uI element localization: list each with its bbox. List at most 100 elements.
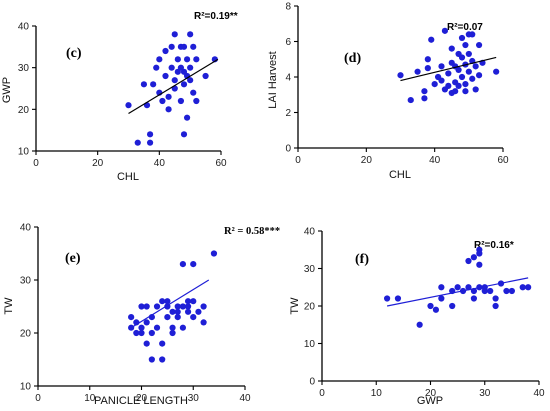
chart-0-data-point <box>146 139 154 146</box>
chart-2-data-point <box>190 314 197 321</box>
chart-3-data-point <box>427 302 434 310</box>
chart-0-data-point <box>146 131 154 138</box>
chart-0-data-point <box>190 89 197 96</box>
chart-1-data-point <box>469 75 476 82</box>
chart-3-data-point <box>438 284 445 291</box>
chart-1-data-point <box>472 63 479 70</box>
chart-1-data-point <box>458 73 466 81</box>
chart-3-data-point <box>492 302 499 310</box>
chart-2-r2-annotation: R² = 0.58*** <box>224 226 280 237</box>
chart-3-data-point <box>476 261 483 268</box>
chart-3-x-tick-label: 10 <box>371 388 383 399</box>
chart-3-x-tick-label: 20 <box>425 388 437 399</box>
chart-3-data-point <box>384 295 391 302</box>
chart-2-y-tick-label: 30 <box>20 276 32 287</box>
chart-2-data-point <box>153 324 161 331</box>
chart-0-y-tick-label: 40 <box>18 22 30 33</box>
chart-2-y-tick-label: 20 <box>20 329 32 340</box>
chart-1-data-point <box>424 65 431 72</box>
chart-2-x-tick-label: 0 <box>35 393 41 404</box>
chart-0-y-tick-label: 30 <box>18 63 30 74</box>
chart-3-y-tick-label: 40 <box>304 227 316 238</box>
chart-1-data-point <box>438 63 445 70</box>
chart-3-data-point <box>432 306 440 313</box>
chart-3-data-point <box>454 284 461 291</box>
chart-3-data-point <box>438 295 445 302</box>
chart-3-data-point <box>525 284 532 291</box>
chart-2-y-axis-title: TW <box>3 297 15 315</box>
chart-0-x-tick-label: 0 <box>33 158 39 169</box>
chart-1-data-point <box>438 77 445 84</box>
chart-1-data-point <box>462 88 469 95</box>
chart-0-data-point <box>177 97 185 105</box>
chart-1-data-point <box>465 68 472 75</box>
chart-1-data-point <box>458 54 466 61</box>
chart-1-x-tick-label: 0 <box>295 155 301 166</box>
chart-2-data-point <box>179 261 186 268</box>
chart-2-data-point <box>169 329 176 337</box>
chart-2-data-point <box>159 298 166 305</box>
chart-0-data-point <box>190 43 197 50</box>
chart-0-data-point <box>156 56 163 63</box>
chart-0-x-tick-label: 60 <box>215 158 227 169</box>
chart-2-data-point <box>138 303 145 310</box>
chart-2-data-point <box>169 308 176 315</box>
chart-2-data-point <box>200 319 207 326</box>
chart-0-data-point <box>134 139 141 146</box>
chart-1-x-tick-label: 20 <box>361 155 373 166</box>
chart-2-data-point <box>179 324 186 331</box>
chart-1-y-tick-label: 0 <box>285 144 291 155</box>
chart-0-x-tick-label: 40 <box>154 158 166 169</box>
chart-1-y-tick-label: 8 <box>285 2 291 13</box>
chart-3-y-axis-title: TW <box>289 297 301 315</box>
chart-1-data-point <box>445 82 452 89</box>
chart-1-data-point <box>431 81 438 88</box>
chart-1-x-tick-label: 40 <box>429 155 441 166</box>
chart-2-data-point <box>138 324 145 331</box>
chart-0-y-tick-label: 10 <box>18 147 30 158</box>
chart-1-r2-annotation: R²=0.07 <box>447 22 483 33</box>
chart-0-data-point <box>187 31 194 38</box>
chart-1-data-point <box>421 95 428 102</box>
chart-1-data-point <box>448 45 455 52</box>
chart-1-data-point <box>445 70 452 77</box>
chart-2-data-point <box>164 298 171 305</box>
chart-2-data-point <box>184 298 192 305</box>
chart-2-data-point <box>143 303 150 310</box>
chart-0-data-point <box>165 106 172 113</box>
chart-0-data-point <box>159 97 166 105</box>
chart-0-r2-annotation: R²=0.19** <box>194 11 238 22</box>
chart-2-data-point <box>179 303 186 310</box>
chart-3-r2-annotation: R²=0.16* <box>474 240 514 251</box>
chart-2-data-point <box>128 314 135 321</box>
chart-3-data-point <box>481 287 488 295</box>
chart-0-data-point <box>165 93 172 100</box>
chart-2-data-point <box>174 308 181 315</box>
chart-3-data-point <box>470 254 477 261</box>
chart-1-data-point <box>452 88 459 95</box>
chart-1-data-point <box>414 68 421 75</box>
chart-3-data-point <box>487 287 494 295</box>
chart-2-data-point <box>153 303 161 310</box>
chart-3-data-point <box>449 302 456 310</box>
chart-3-y-tick-label: 10 <box>304 339 316 350</box>
chart-3-trend-line <box>386 277 529 307</box>
chart-0-data-point <box>168 43 175 50</box>
chart-2-data-point <box>164 314 171 321</box>
chart-3-panel-label: (f) <box>355 252 369 267</box>
chart-2-data-point <box>174 314 181 321</box>
chart-1-panel-label: (d) <box>344 51 361 66</box>
chart-1-data-point <box>455 66 462 73</box>
chart-2-data-point <box>174 303 181 310</box>
chart-2-data-point <box>148 329 155 337</box>
chart-2-data-point <box>195 308 202 315</box>
chart-2-x-tick-label: 30 <box>188 393 200 404</box>
chart-2-x-axis-title: PANICLE LENGTH <box>94 395 188 407</box>
chart-3-data-point <box>465 284 472 291</box>
chart-0-data-point <box>125 102 132 109</box>
chart-1-data-point <box>475 72 483 79</box>
chart-2-data-point <box>133 329 140 337</box>
chart-0-data-point <box>193 97 200 105</box>
chart-0-data-point <box>193 56 200 63</box>
